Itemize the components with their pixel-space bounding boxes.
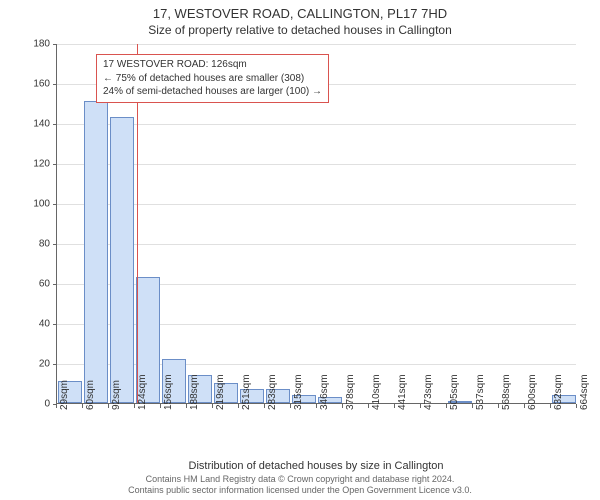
xtick-mark [342,404,343,408]
xtick-mark [472,404,473,408]
ytick-label: 0 [20,399,50,410]
xtick-label: 92sqm [111,380,122,410]
xtick-label: 29sqm [59,380,70,410]
histogram-bar [84,101,109,403]
ytick-label: 140 [20,119,50,130]
xtick-label: 473sqm [423,374,434,410]
ytick-mark [53,244,57,245]
ytick-mark [53,284,57,285]
gridline [57,44,576,45]
xtick-label: 632sqm [553,374,564,410]
xtick-mark [108,404,109,408]
ytick-label: 20 [20,359,50,370]
ytick-label: 160 [20,79,50,90]
ytick-label: 60 [20,279,50,290]
xtick-mark [82,404,83,408]
xtick-label: 315sqm [293,374,304,410]
ytick-mark [53,364,57,365]
xtick-mark [212,404,213,408]
xtick-mark [160,404,161,408]
xtick-label: 410sqm [371,374,382,410]
xtick-mark [368,404,369,408]
gridline [57,204,576,205]
ytick-label: 180 [20,39,50,50]
page-title: 17, WESTOVER ROAD, CALLINGTON, PL17 7HD [0,0,600,21]
ytick-label: 40 [20,319,50,330]
annotation-box: 17 WESTOVER ROAD: 126sqm← 75% of detache… [96,54,329,103]
ytick-mark [53,124,57,125]
ytick-mark [53,44,57,45]
ytick-mark [53,84,57,85]
xtick-label: 441sqm [397,374,408,410]
xtick-label: 537sqm [475,374,486,410]
footer-line-1: Contains HM Land Registry data © Crown c… [0,474,600,485]
xtick-label: 505sqm [449,374,460,410]
histogram-chart: Number of detached properties 17 WESTOVE… [56,44,576,404]
xtick-label: 378sqm [345,374,356,410]
xtick-label: 156sqm [163,374,174,410]
xtick-mark [498,404,499,408]
xtick-label: 283sqm [267,374,278,410]
xtick-mark [186,404,187,408]
xtick-label: 188sqm [189,374,200,410]
xtick-mark [316,404,317,408]
xtick-mark [576,404,577,408]
gridline [57,244,576,245]
xtick-label: 251sqm [241,374,252,410]
xtick-label: 664sqm [579,374,590,410]
gridline [57,164,576,165]
plot-area: Number of detached properties 17 WESTOVE… [56,44,576,404]
ytick-label: 100 [20,199,50,210]
xtick-label: 124sqm [137,374,148,410]
ytick-mark [53,204,57,205]
xtick-label: 600sqm [527,374,538,410]
xtick-mark [264,404,265,408]
ytick-mark [53,164,57,165]
xtick-label: 568sqm [501,374,512,410]
gridline [57,124,576,125]
xtick-label: 60sqm [85,380,96,410]
xtick-mark [420,404,421,408]
ytick-label: 80 [20,239,50,250]
xtick-mark [290,404,291,408]
footer: Contains HM Land Registry data © Crown c… [0,474,600,497]
xtick-mark [524,404,525,408]
page-subtitle: Size of property relative to detached ho… [0,21,600,37]
annotation-line: 17 WESTOVER ROAD: 126sqm [103,58,322,72]
xtick-mark [394,404,395,408]
xtick-mark [550,404,551,408]
xtick-label: 346sqm [319,374,330,410]
xtick-mark [56,404,57,408]
x-axis-label: Distribution of detached houses by size … [56,460,576,472]
xtick-mark [134,404,135,408]
histogram-bar [110,117,135,403]
xtick-mark [446,404,447,408]
footer-line-2: Contains public sector information licen… [0,485,600,496]
ytick-mark [53,324,57,325]
ytick-label: 120 [20,159,50,170]
xtick-label: 219sqm [215,374,226,410]
xtick-mark [238,404,239,408]
annotation-line: 24% of semi-detached houses are larger (… [103,85,322,99]
annotation-line: ← 75% of detached houses are smaller (30… [103,72,322,86]
